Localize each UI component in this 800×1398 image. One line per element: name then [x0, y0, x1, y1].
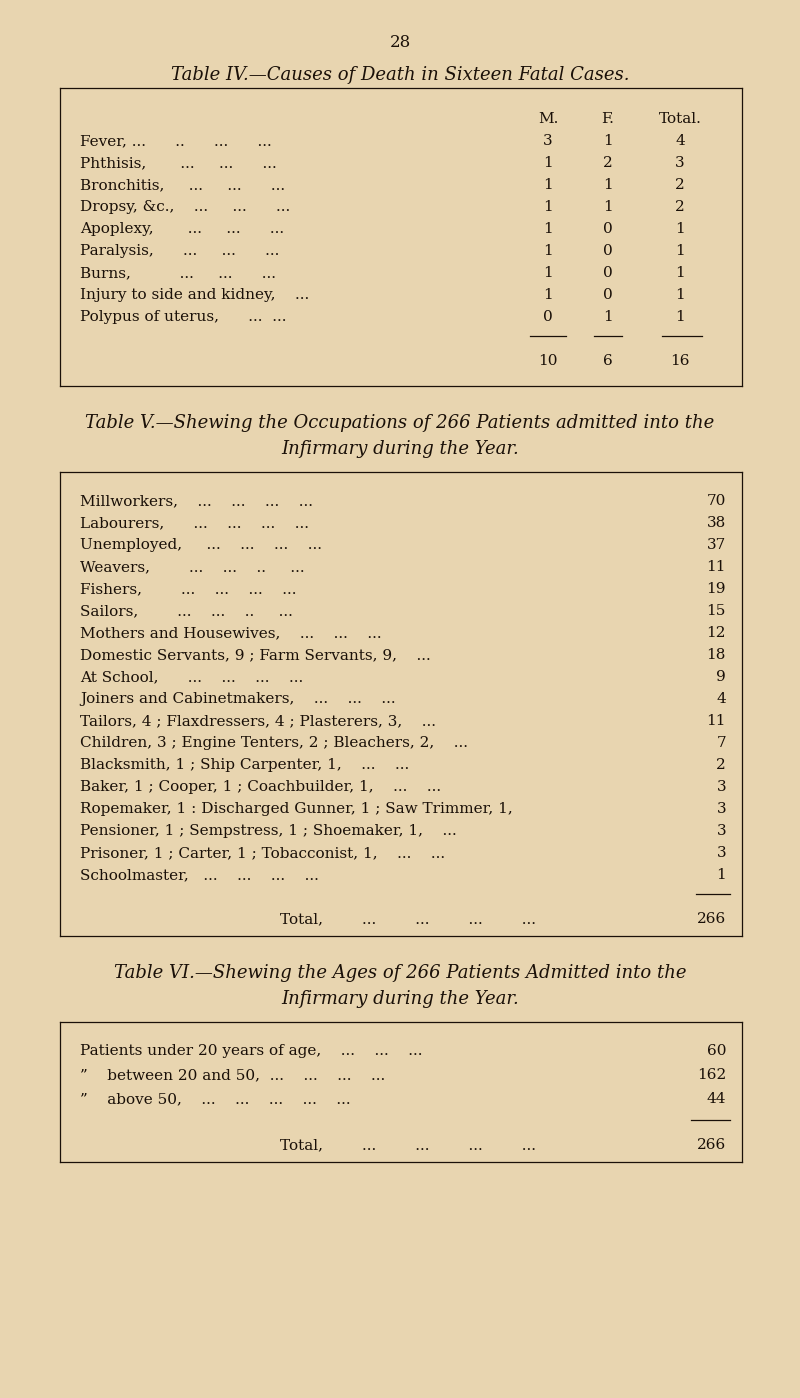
Text: 28: 28 — [390, 34, 410, 50]
Text: 44: 44 — [706, 1092, 726, 1106]
Text: Polypus of uterus,      ...  ...: Polypus of uterus, ... ... — [80, 310, 286, 324]
Text: Table V.—Shewing the Occupations of 266 Patients admitted into the: Table V.—Shewing the Occupations of 266 … — [86, 414, 714, 432]
Text: 1: 1 — [543, 288, 553, 302]
Text: Apoplexy,       ...     ...      ...: Apoplexy, ... ... ... — [80, 222, 284, 236]
Text: 18: 18 — [706, 649, 726, 663]
Text: Patients under 20 years of age,    ...    ...    ...: Patients under 20 years of age, ... ... … — [80, 1044, 422, 1058]
Text: 1: 1 — [603, 134, 613, 148]
Text: 4: 4 — [675, 134, 685, 148]
Text: Domestic Servants, 9 ; Farm Servants, 9,    ...: Domestic Servants, 9 ; Farm Servants, 9,… — [80, 649, 430, 663]
Text: 1: 1 — [675, 288, 685, 302]
Text: Infirmary during the Year.: Infirmary during the Year. — [281, 990, 519, 1008]
Text: 162: 162 — [697, 1068, 726, 1082]
Text: 1: 1 — [675, 310, 685, 324]
Text: 16: 16 — [670, 354, 690, 368]
Text: 15: 15 — [706, 604, 726, 618]
Text: M.: M. — [538, 112, 558, 126]
Text: 266: 266 — [697, 911, 726, 925]
Text: ”    between 20 and 50,  ...    ...    ...    ...: ” between 20 and 50, ... ... ... ... — [80, 1068, 386, 1082]
Text: Total,        ...        ...        ...        ...: Total, ... ... ... ... — [280, 911, 536, 925]
Text: 3: 3 — [543, 134, 553, 148]
Text: Baker, 1 ; Cooper, 1 ; Coachbuilder, 1,    ...    ...: Baker, 1 ; Cooper, 1 ; Coachbuilder, 1, … — [80, 780, 441, 794]
Text: 4: 4 — [716, 692, 726, 706]
Text: 1: 1 — [543, 222, 553, 236]
Text: Paralysis,      ...     ...      ...: Paralysis, ... ... ... — [80, 245, 279, 259]
Text: 1: 1 — [603, 200, 613, 214]
Text: 10: 10 — [538, 354, 558, 368]
Text: Phthisis,       ...     ...      ...: Phthisis, ... ... ... — [80, 157, 277, 171]
Text: 1: 1 — [675, 266, 685, 280]
Text: 1: 1 — [543, 245, 553, 259]
Text: 266: 266 — [697, 1138, 726, 1152]
Text: 1: 1 — [543, 200, 553, 214]
Text: 11: 11 — [706, 714, 726, 728]
Text: F.: F. — [602, 112, 614, 126]
Text: 12: 12 — [706, 626, 726, 640]
Text: Infirmary during the Year.: Infirmary during the Year. — [281, 440, 519, 459]
Text: 19: 19 — [706, 582, 726, 596]
Text: Labourers,      ...    ...    ...    ...: Labourers, ... ... ... ... — [80, 516, 309, 530]
Text: Pensioner, 1 ; Sempstress, 1 ; Shoemaker, 1,    ...: Pensioner, 1 ; Sempstress, 1 ; Shoemaker… — [80, 823, 457, 837]
Text: Blacksmith, 1 ; Ship Carpenter, 1,    ...    ...: Blacksmith, 1 ; Ship Carpenter, 1, ... .… — [80, 758, 410, 772]
Text: Fever, ...      ..      ...      ...: Fever, ... .. ... ... — [80, 134, 272, 148]
Text: Unemployed,     ...    ...    ...    ...: Unemployed, ... ... ... ... — [80, 538, 322, 552]
Text: ”    above 50,    ...    ...    ...    ...    ...: ” above 50, ... ... ... ... ... — [80, 1092, 350, 1106]
Text: 0: 0 — [603, 288, 613, 302]
Text: 0: 0 — [603, 222, 613, 236]
Text: 1: 1 — [543, 266, 553, 280]
Text: Joiners and Cabinetmakers,    ...    ...    ...: Joiners and Cabinetmakers, ... ... ... — [80, 692, 396, 706]
Text: 60: 60 — [706, 1044, 726, 1058]
Text: At School,      ...    ...    ...    ...: At School, ... ... ... ... — [80, 670, 303, 684]
Text: 7: 7 — [716, 735, 726, 749]
Text: Sailors,        ...    ...    ..     ...: Sailors, ... ... .. ... — [80, 604, 293, 618]
Text: 3: 3 — [716, 802, 726, 816]
Text: Table IV.—Causes of Death in Sixteen Fatal Cases.: Table IV.—Causes of Death in Sixteen Fat… — [170, 66, 630, 84]
Text: Total.: Total. — [658, 112, 702, 126]
Text: Total,        ...        ...        ...        ...: Total, ... ... ... ... — [280, 1138, 536, 1152]
Text: 11: 11 — [706, 561, 726, 575]
Text: 0: 0 — [603, 266, 613, 280]
Text: Dropsy, &c.,    ...     ...      ...: Dropsy, &c., ... ... ... — [80, 200, 290, 214]
Text: Children, 3 ; Engine Tenters, 2 ; Bleachers, 2,    ...: Children, 3 ; Engine Tenters, 2 ; Bleach… — [80, 735, 468, 749]
Text: Prisoner, 1 ; Carter, 1 ; Tobacconist, 1,    ...    ...: Prisoner, 1 ; Carter, 1 ; Tobacconist, 1… — [80, 846, 445, 860]
Text: Millworkers,    ...    ...    ...    ...: Millworkers, ... ... ... ... — [80, 493, 313, 507]
Text: 0: 0 — [603, 245, 613, 259]
Text: Bronchitis,     ...     ...      ...: Bronchitis, ... ... ... — [80, 178, 285, 192]
Text: Burns,          ...     ...      ...: Burns, ... ... ... — [80, 266, 276, 280]
Text: 70: 70 — [706, 493, 726, 507]
Text: 2: 2 — [675, 200, 685, 214]
Text: 1: 1 — [603, 310, 613, 324]
Text: 2: 2 — [716, 758, 726, 772]
Text: Injury to side and kidney,    ...: Injury to side and kidney, ... — [80, 288, 310, 302]
Text: 3: 3 — [675, 157, 685, 171]
Text: 37: 37 — [706, 538, 726, 552]
Text: 1: 1 — [716, 868, 726, 882]
Text: 1: 1 — [543, 178, 553, 192]
Text: Weavers,        ...    ...    ..     ...: Weavers, ... ... .. ... — [80, 561, 305, 575]
Text: 1: 1 — [603, 178, 613, 192]
Text: 9: 9 — [716, 670, 726, 684]
Text: 2: 2 — [603, 157, 613, 171]
Text: 0: 0 — [543, 310, 553, 324]
Text: 6: 6 — [603, 354, 613, 368]
Text: 1: 1 — [675, 245, 685, 259]
Text: 3: 3 — [716, 780, 726, 794]
Text: Tailors, 4 ; Flaxdressers, 4 ; Plasterers, 3,    ...: Tailors, 4 ; Flaxdressers, 4 ; Plasterer… — [80, 714, 436, 728]
Text: Table VI.—Shewing the Ages of 266 Patients Admitted into the: Table VI.—Shewing the Ages of 266 Patien… — [114, 965, 686, 981]
Text: 38: 38 — [706, 516, 726, 530]
Text: 1: 1 — [675, 222, 685, 236]
Text: Ropemaker, 1 : Discharged Gunner, 1 ; Saw Trimmer, 1,: Ropemaker, 1 : Discharged Gunner, 1 ; Sa… — [80, 802, 513, 816]
Text: Mothers and Housewives,    ...    ...    ...: Mothers and Housewives, ... ... ... — [80, 626, 382, 640]
Text: Schoolmaster,   ...    ...    ...    ...: Schoolmaster, ... ... ... ... — [80, 868, 319, 882]
Text: 2: 2 — [675, 178, 685, 192]
Text: 3: 3 — [716, 846, 726, 860]
Text: 3: 3 — [716, 823, 726, 837]
Text: 1: 1 — [543, 157, 553, 171]
Text: Fishers,        ...    ...    ...    ...: Fishers, ... ... ... ... — [80, 582, 297, 596]
